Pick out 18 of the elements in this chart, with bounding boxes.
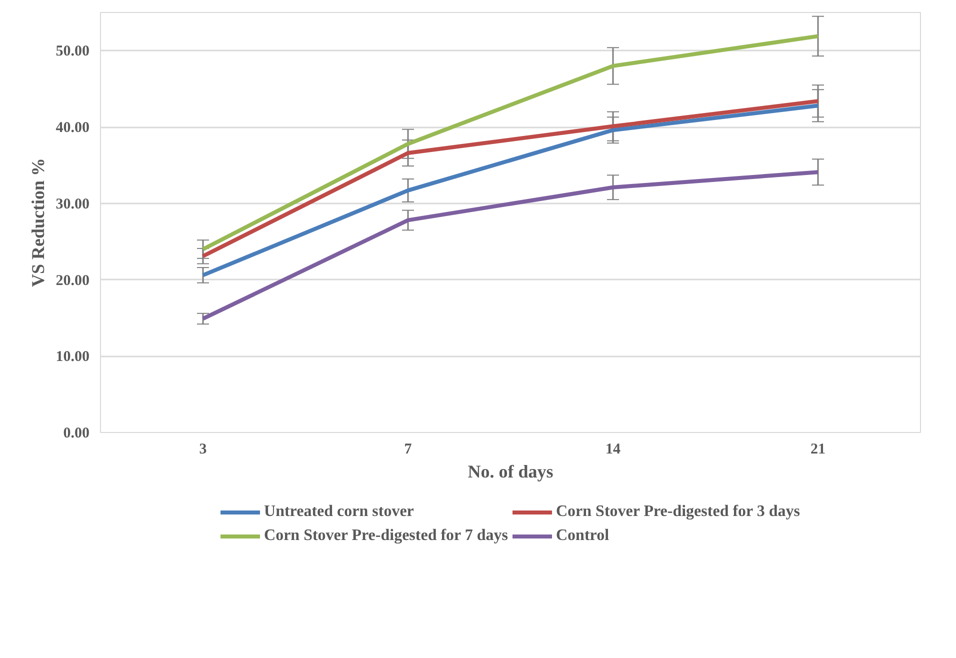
x-tick-label: 7 bbox=[404, 442, 412, 458]
y-tick-label: 0.00 bbox=[63, 426, 90, 442]
line-series bbox=[201, 34, 820, 252]
y-tick-label: 20.00 bbox=[56, 272, 90, 289]
legend-label: Control bbox=[556, 527, 610, 545]
x-tick-label: 21 bbox=[810, 442, 826, 458]
y-tick-label: 50.00 bbox=[56, 44, 90, 60]
legend-label: Untreated corn stover bbox=[264, 503, 414, 521]
line-series bbox=[201, 170, 820, 321]
y-tick-label: 30.00 bbox=[56, 196, 90, 212]
y-axis-title: VS Reduction % bbox=[28, 158, 48, 288]
x-tick-label: 14 bbox=[606, 442, 621, 458]
legend-label: Corn Stover Pre-digested for 3 days bbox=[556, 503, 800, 521]
legend-label: Corn Stover Pre-digested for 7 days bbox=[264, 527, 508, 545]
x-axis-title: No. of days bbox=[468, 462, 554, 482]
x-tick-label: 3 bbox=[199, 442, 207, 458]
y-tick-label: 40.00 bbox=[56, 120, 90, 136]
y-tick-label: 10.00 bbox=[56, 349, 90, 366]
